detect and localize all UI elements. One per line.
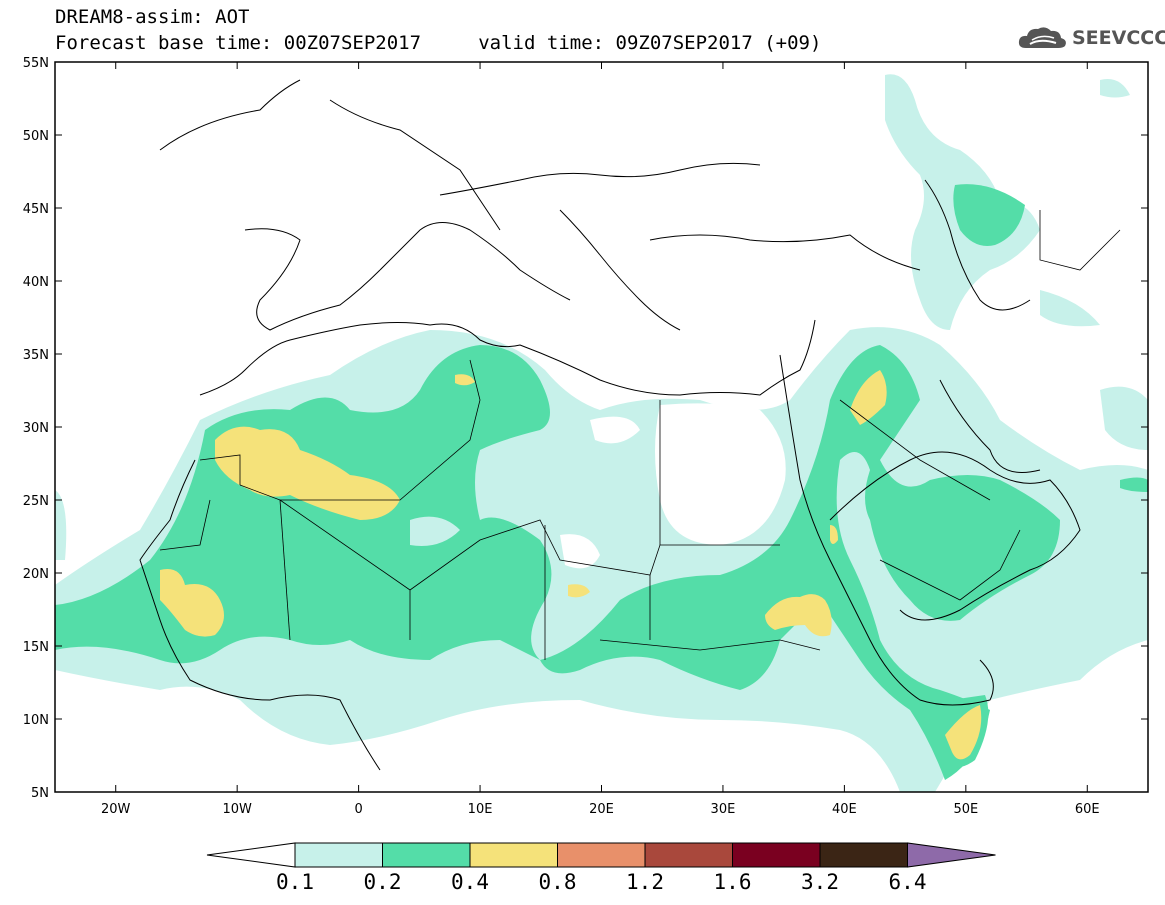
logo-text: SEEVCCC — [1072, 27, 1165, 49]
lat-tick-label: 40N — [23, 275, 49, 290]
colorbar-under-arrow — [206, 842, 296, 868]
lat-tick-label: 25N — [23, 494, 49, 509]
lat-tick-label: 15N — [23, 640, 49, 655]
colorbar-swatch — [557, 842, 646, 868]
lon-tick-label: 50E — [953, 802, 978, 817]
colorbar-level-label: 0.4 — [451, 870, 489, 894]
cloud-logo-icon — [1018, 27, 1066, 48]
colorbar-level-label: 1.2 — [626, 870, 664, 894]
colorbar-level-label: 1.6 — [714, 870, 752, 894]
lon-tick-label: 10E — [468, 802, 493, 817]
lon-tick-label: 0 — [354, 802, 362, 817]
colorbar-swatch — [382, 842, 471, 868]
aot-field — [55, 74, 1148, 792]
colorbar-labels: 0.1 0.2 0.4 0.8 1.2 1.6 3.2 6.4 — [276, 870, 926, 894]
lat-tick-label: 35N — [23, 348, 49, 363]
longitude-labels: 20W 10W 0 10E 20E 30E 40E 50E 60E — [101, 802, 1100, 817]
colorbar-swatch — [819, 842, 908, 868]
lat-tick-label: 55N — [23, 56, 49, 71]
colorbar-level-label: 0.1 — [276, 870, 314, 894]
seevccc-logo: SEEVCCC — [1018, 24, 1165, 52]
colorbar-level-label: 3.2 — [801, 870, 839, 894]
lon-tick-label: 30E — [711, 802, 736, 817]
lon-tick-label: 60E — [1075, 802, 1100, 817]
lat-tick-label: 45N — [23, 202, 49, 217]
colorbar-swatch — [732, 842, 821, 868]
lat-tick-label: 10N — [23, 713, 49, 728]
map-frame — [54, 61, 1149, 793]
lon-tick-label: 40E — [832, 802, 857, 817]
colorbar-over-arrow — [907, 842, 996, 868]
coastlines — [139, 79, 1081, 771]
aot-band-0.4 — [160, 370, 982, 760]
colorbar-swatch — [294, 842, 383, 868]
colorbar-level-label: 0.8 — [539, 870, 577, 894]
colorbar — [206, 842, 996, 868]
lat-tick-label: 5N — [31, 786, 49, 801]
lon-tick-label: 10W — [222, 802, 252, 817]
lon-tick-label: 20W — [101, 802, 131, 817]
colorbar-swatch — [644, 842, 733, 868]
latitude-labels: 55N 50N 45N 40N 35N 30N 25N 20N 15N 10N 5N — [23, 56, 49, 801]
lat-tick-label: 50N — [23, 129, 49, 144]
lat-tick-label: 20N — [23, 567, 49, 582]
lon-tick-label: 20E — [589, 802, 614, 817]
lat-tick-label: 30N — [23, 421, 49, 436]
axis-ticks — [55, 61, 1148, 793]
colorbar-level-label: 0.2 — [364, 870, 402, 894]
chart-title: DREAM8-assim: AOT — [55, 6, 250, 28]
chart-subtitle: Forecast base time: 00Z07SEP2017 valid t… — [55, 32, 822, 54]
colorbar-level-label: 6.4 — [889, 870, 927, 894]
colorbar-swatch — [469, 842, 558, 868]
country-borders — [159, 210, 1121, 660]
